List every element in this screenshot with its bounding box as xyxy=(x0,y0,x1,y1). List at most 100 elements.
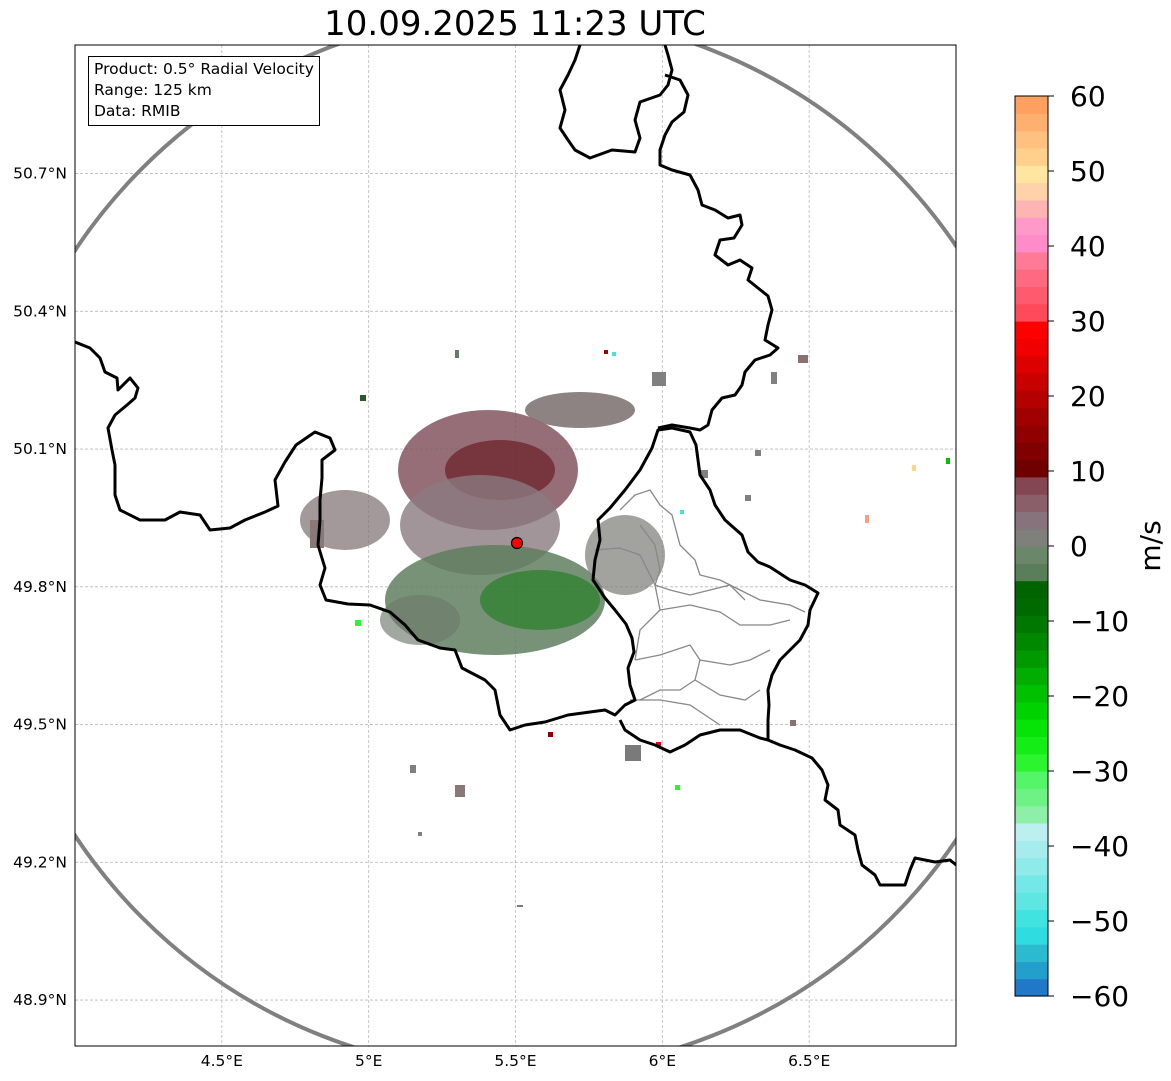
echo-patch xyxy=(912,465,916,471)
colorbar-segment xyxy=(1015,372,1048,391)
lat-tick-label: 49.8°N xyxy=(13,578,67,596)
echo-patch xyxy=(517,905,523,907)
colorbar-segment xyxy=(1015,217,1048,236)
colorbar-segment xyxy=(1015,805,1048,824)
colorbar-segment xyxy=(1015,667,1048,686)
colorbar-segment xyxy=(1015,874,1048,893)
lat-tick-label: 50.7°N xyxy=(13,165,67,183)
echo-patch xyxy=(675,785,680,790)
colorbar-segment xyxy=(1015,476,1048,495)
echo-patch xyxy=(612,352,616,356)
colorbar-segment xyxy=(1015,615,1048,634)
echo-patch xyxy=(798,355,808,363)
chart-title: 10.09.2025 11:23 UTC xyxy=(324,4,706,44)
colorbar-segment xyxy=(1015,546,1048,564)
echo-patch xyxy=(410,765,416,773)
colorbar-tick-label: 40 xyxy=(1070,230,1106,263)
echo-patch xyxy=(755,450,761,456)
echo-patch xyxy=(771,372,777,384)
data-source-label: Data: RMIB xyxy=(94,102,181,120)
colorbar-segment xyxy=(1015,649,1048,668)
lat-tick-label: 49.2°N xyxy=(13,853,67,871)
colorbar-segment xyxy=(1015,719,1048,737)
latitude-tick-labels: 48.9°N 49.2°N 49.5°N 49.8°N 50.1°N 50.4°N 50.7… xyxy=(13,165,67,1010)
colorbar-tick-label: −30 xyxy=(1070,755,1129,788)
colorbar-tick-label: 30 xyxy=(1070,305,1106,338)
product-label: Product: 0.5° Radial Velocity xyxy=(94,60,314,78)
colorbar-segment xyxy=(1015,130,1048,149)
colorbar-segment xyxy=(1015,407,1048,426)
colorbar-segment xyxy=(1015,771,1048,789)
range-label: Range: 125 km xyxy=(94,81,212,99)
colorbar-segment xyxy=(1015,96,1048,114)
colorbar-segment xyxy=(1015,701,1048,720)
colorbar-tick-label: −60 xyxy=(1070,980,1129,1013)
colorbar-segment xyxy=(1015,511,1048,530)
echo-patch xyxy=(548,732,553,737)
plot-frame xyxy=(74,44,957,1047)
echo-patch xyxy=(455,350,459,358)
colorbar-segment xyxy=(1015,944,1048,962)
colorbar-segment xyxy=(1015,286,1048,305)
lon-tick-label: 4.5°E xyxy=(201,1052,243,1070)
colorbar-segment xyxy=(1015,165,1048,184)
colorbar-segment xyxy=(1015,355,1048,374)
colorbar-segment xyxy=(1015,597,1048,616)
colorbar-segment xyxy=(1015,251,1048,270)
lon-tick-label: 6.5°E xyxy=(788,1052,830,1070)
echo-patch xyxy=(652,372,666,386)
colorbar-segment xyxy=(1015,909,1048,928)
echo-cluster-south-core xyxy=(480,570,600,630)
radar-site-marker xyxy=(510,536,524,550)
colorbar-tick-label: −10 xyxy=(1070,605,1129,638)
colorbar-tick-label: 10 xyxy=(1070,455,1106,488)
colorbar-segment xyxy=(1015,528,1048,547)
echo-patch xyxy=(625,745,641,761)
border-east xyxy=(767,738,956,887)
colorbar-segment xyxy=(1015,269,1048,287)
echo-patch xyxy=(656,742,661,747)
lon-tick-label: 5°E xyxy=(355,1052,382,1070)
colorbar-tick-label: 0 xyxy=(1070,530,1088,563)
colorbar-segment xyxy=(1015,926,1048,945)
colorbar-segment xyxy=(1015,147,1048,166)
colorbar-tick-label: 20 xyxy=(1070,380,1106,413)
colorbar-segment xyxy=(1015,684,1048,703)
lat-tick-label: 49.5°N xyxy=(13,716,67,734)
echo-patch xyxy=(790,720,796,726)
colorbar-segment xyxy=(1015,632,1048,651)
echo-patch xyxy=(355,620,361,626)
colorbar-segment xyxy=(1015,857,1048,876)
colorbar-tick-label: 60 xyxy=(1070,80,1106,113)
lat-tick-label: 50.1°N xyxy=(13,440,67,458)
border-north xyxy=(558,45,780,432)
colorbar-tick-label: −20 xyxy=(1070,680,1129,713)
echo-patch xyxy=(865,515,869,523)
colorbar-segment xyxy=(1015,753,1048,772)
product-info-box: Product: 0.5° Radial Velocity Range: 125… xyxy=(88,56,320,126)
colorbar-segment xyxy=(1015,303,1048,322)
region-borders xyxy=(594,489,806,726)
colorbar-segment xyxy=(1015,580,1048,599)
echo-patch xyxy=(700,470,708,478)
colorbar-tick-label: −50 xyxy=(1070,905,1129,938)
colorbar-segment xyxy=(1015,182,1048,201)
colorbar-segment xyxy=(1015,459,1048,478)
echo-patch xyxy=(745,495,751,501)
border-west xyxy=(75,340,820,754)
radar-echoes xyxy=(300,350,950,907)
country-borders xyxy=(75,45,956,887)
colorbar-segment xyxy=(1015,788,1048,807)
lat-tick-label: 48.9°N xyxy=(13,991,67,1009)
longitude-tick-labels: 4.5°E 5°E 5.5°E 6°E 6.5°E xyxy=(201,1052,831,1070)
echo-patch xyxy=(604,350,608,354)
velocity-colorbar xyxy=(1014,95,1049,997)
colorbar-segment xyxy=(1015,892,1048,911)
colorbar-tick-label: 50 xyxy=(1070,155,1106,188)
colorbar-segment xyxy=(1015,442,1048,461)
colorbar-segment xyxy=(1015,736,1048,755)
echo-patch xyxy=(455,785,465,797)
colorbar-segment xyxy=(1015,822,1048,841)
echo-patch xyxy=(418,832,422,836)
